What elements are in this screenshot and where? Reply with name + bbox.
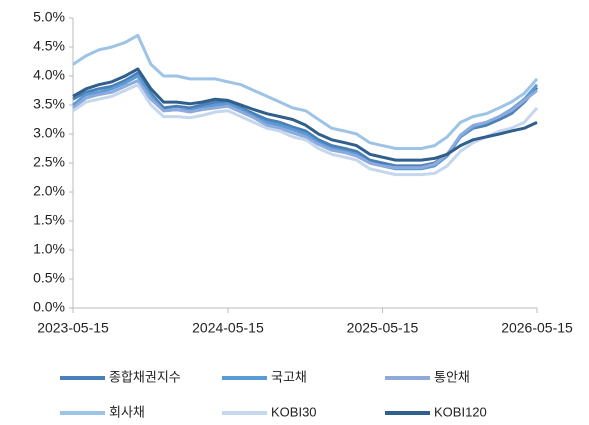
x-tick-label: 2026-05-15 [501,320,573,336]
legend-label: 국고채 [271,369,307,384]
y-tick-label: 4.5% [33,38,65,54]
y-tick-label: 4.0% [33,67,65,83]
y-tick-label: 3.5% [33,96,65,112]
y-tick-label: 2.0% [33,183,65,199]
legend-label: 종합채권지수 [109,369,181,384]
series-line [72,33,539,150]
legend-label: KOBI120 [434,404,487,419]
y-tick-label: 1.5% [33,212,65,228]
series-line [72,83,539,177]
x-tick-label: 2025-05-15 [347,320,419,336]
y-tick-label: 0.0% [33,299,65,315]
legend-label: KOBI30 [271,404,317,419]
legend-label: 회사채 [109,404,145,419]
y-tick-label: 5.0% [33,9,65,25]
y-tick-label: 2.5% [33,154,65,170]
x-tick-label: 2024-05-15 [192,320,264,336]
series-line [72,67,538,162]
y-tick-label: 1.0% [33,241,65,257]
series-line [72,79,538,170]
y-tick-label: 0.5% [33,270,65,286]
y-tick-label: 3.0% [33,125,65,141]
x-tick-label: 2023-05-15 [37,320,109,336]
legend-label: 통안채 [434,369,470,384]
